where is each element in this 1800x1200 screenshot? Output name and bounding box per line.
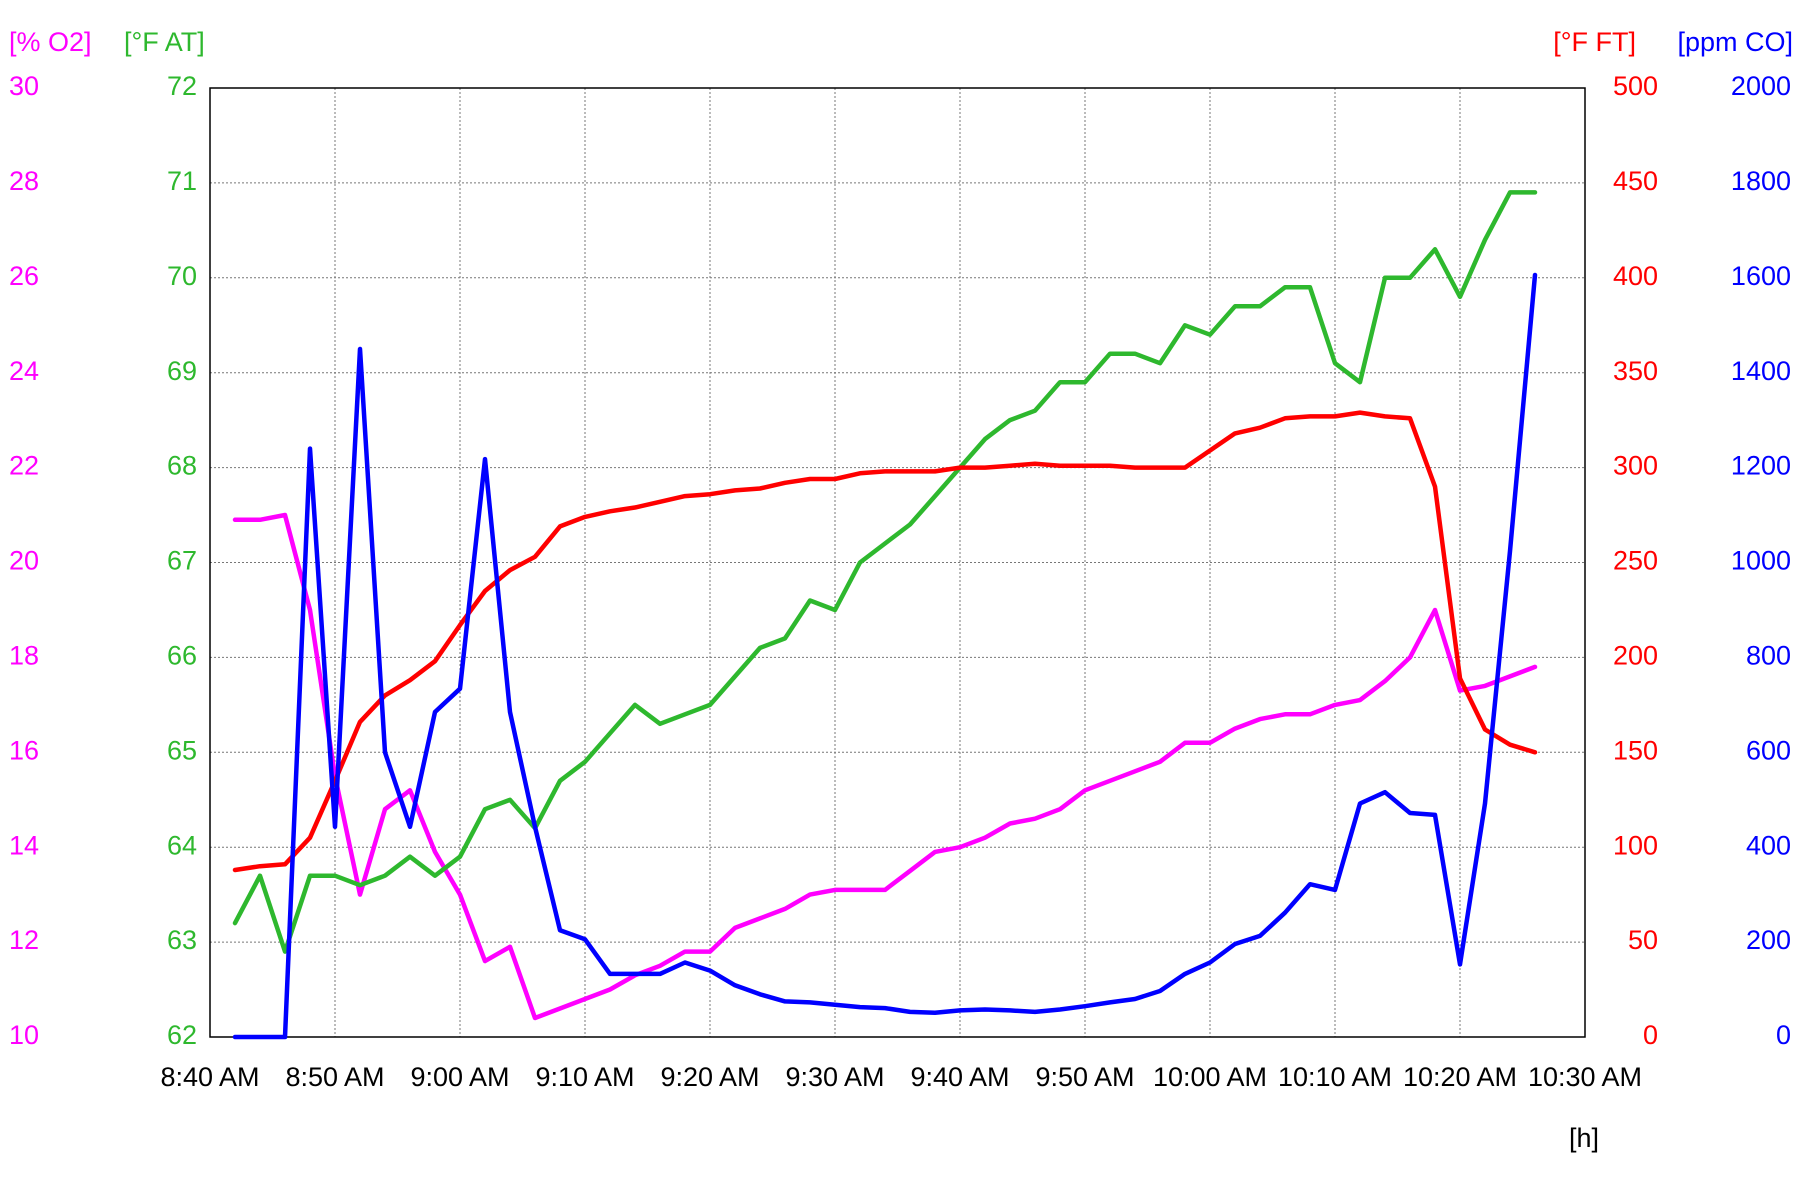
y-tick-label: 600 — [1746, 735, 1791, 765]
y-tick-label: 70 — [167, 261, 197, 291]
y-tick-label: 14 — [9, 830, 39, 860]
x-tick-label: 9:40 AM — [910, 1062, 1009, 1092]
series-line — [232, 190, 1538, 954]
y-tick-label: 1200 — [1731, 451, 1791, 481]
y-tick-label: 1800 — [1731, 166, 1791, 196]
y-tick-label: 72 — [167, 71, 197, 101]
y-tick-label: 63 — [167, 925, 197, 955]
series-line — [232, 410, 1538, 873]
y-tick-label: 24 — [9, 356, 39, 386]
axis-unit-label: [°F AT] — [124, 27, 205, 57]
y-tick-label: 28 — [9, 166, 39, 196]
y-tick-label: 350 — [1613, 356, 1658, 386]
y-tick-label: 0 — [1776, 1020, 1791, 1050]
x-tick-label: 8:40 AM — [160, 1062, 259, 1092]
x-tick-label: 9:30 AM — [785, 1062, 884, 1092]
y-tick-label: 10 — [9, 1020, 39, 1050]
y-tick-label: 65 — [167, 735, 197, 765]
y-tick-label: 0 — [1643, 1020, 1658, 1050]
y-tick-label: 71 — [167, 166, 197, 196]
axis-unit-label: [°F FT] — [1553, 27, 1636, 57]
y-tick-label: 1400 — [1731, 356, 1791, 386]
y-tick-label: 450 — [1613, 166, 1658, 196]
series-line — [232, 512, 1538, 1021]
y-tick-label: 200 — [1613, 641, 1658, 671]
y-tick-label: 300 — [1613, 451, 1658, 481]
y-tick-label: 150 — [1613, 735, 1658, 765]
y-tick-label: 800 — [1746, 641, 1791, 671]
y-tick-label: 66 — [167, 641, 197, 671]
axis-unit-label: [ppm CO] — [1677, 27, 1793, 57]
y-tick-label: 67 — [167, 546, 197, 576]
y-tick-label: 250 — [1613, 546, 1658, 576]
y-tick-label: 400 — [1613, 261, 1658, 291]
x-tick-label: 10:00 AM — [1153, 1062, 1267, 1092]
y-tick-label: 68 — [167, 451, 197, 481]
y-tick-label: 100 — [1613, 830, 1658, 860]
x-tick-label: 9:00 AM — [410, 1062, 509, 1092]
y-tick-label: 500 — [1613, 71, 1658, 101]
x-tick-label: 10:20 AM — [1403, 1062, 1517, 1092]
y-tick-label: 2000 — [1731, 71, 1791, 101]
y-tick-label: 22 — [9, 451, 39, 481]
y-tick-label: 1600 — [1731, 261, 1791, 291]
x-tick-label: 9:50 AM — [1035, 1062, 1134, 1092]
y-tick-label: 64 — [167, 830, 197, 860]
x-axis-label: [h] — [1569, 1123, 1599, 1153]
plot-frame — [209, 87, 1586, 1038]
y-tick-label: 200 — [1746, 925, 1791, 955]
x-tick-label: 10:30 AM — [1528, 1062, 1642, 1092]
y-tick-label: 50 — [1628, 925, 1658, 955]
y-tick-label: 30 — [9, 71, 39, 101]
y-tick-label: 18 — [9, 641, 39, 671]
y-tick-label: 400 — [1746, 830, 1791, 860]
y-tick-label: 1000 — [1731, 546, 1791, 576]
y-tick-label: 20 — [9, 546, 39, 576]
y-tick-label: 12 — [9, 925, 39, 955]
x-tick-label: 8:50 AM — [285, 1062, 384, 1092]
x-tick-label: 10:10 AM — [1278, 1062, 1392, 1092]
x-tick-label: 9:10 AM — [535, 1062, 634, 1092]
axis-unit-label: [% O2] — [9, 27, 92, 57]
y-tick-label: 16 — [9, 735, 39, 765]
series-line — [232, 272, 1538, 1040]
y-tick-label: 62 — [167, 1020, 197, 1050]
y-tick-label: 26 — [9, 261, 39, 291]
y-tick-label: 69 — [167, 356, 197, 386]
x-tick-label: 9:20 AM — [660, 1062, 759, 1092]
